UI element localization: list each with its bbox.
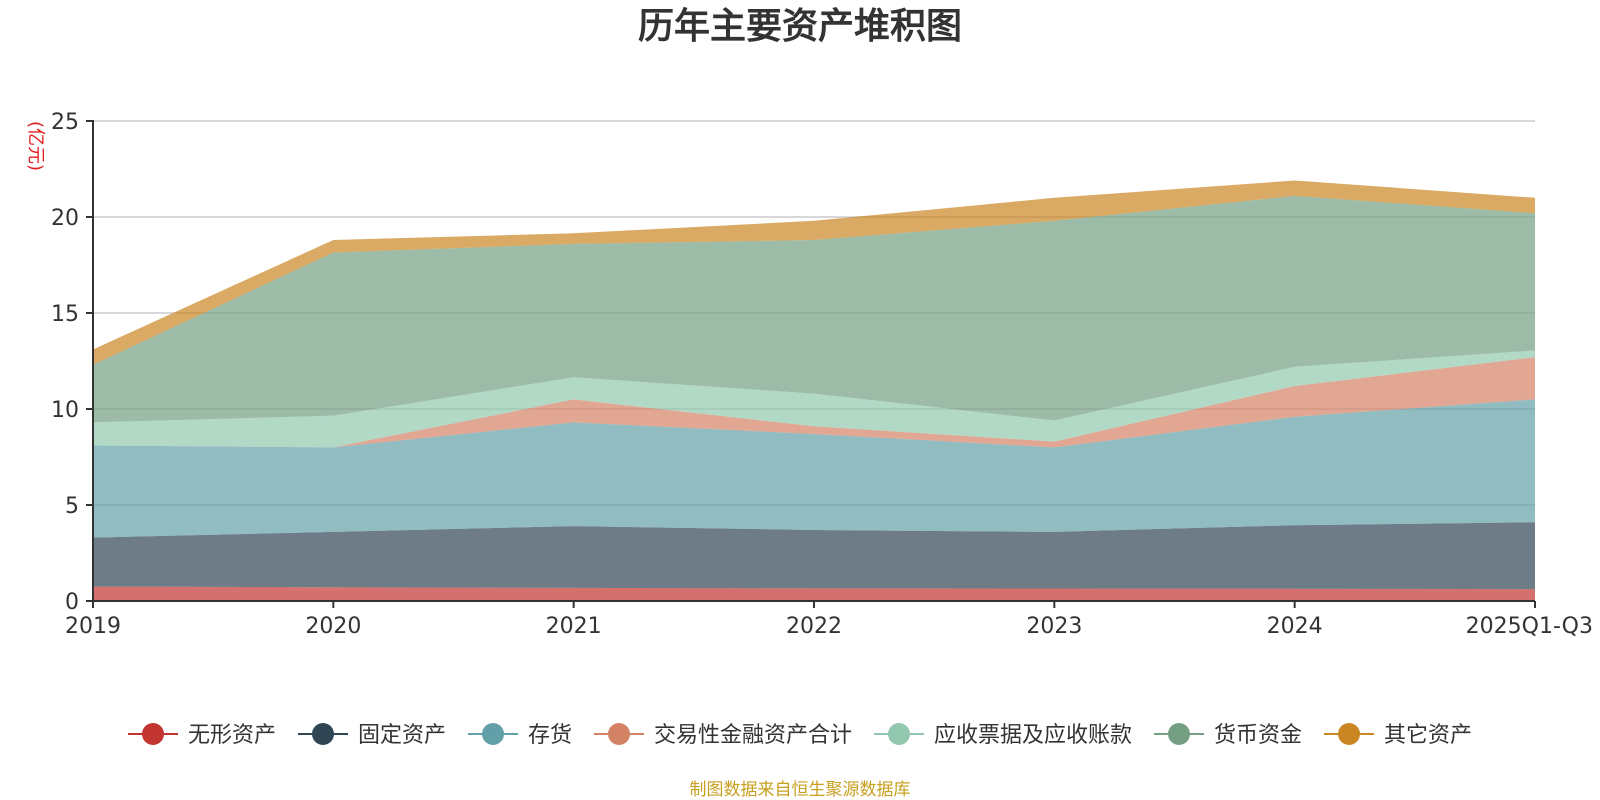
legend-label: 应收票据及应收账款 bbox=[934, 723, 1132, 748]
x-tick-label-2: 2021 bbox=[546, 614, 602, 639]
legend-label: 货币资金 bbox=[1214, 723, 1302, 748]
legend-marker-icon bbox=[312, 723, 334, 745]
x-tick-label-0: 2019 bbox=[65, 614, 121, 639]
x-tick-label-1: 2020 bbox=[305, 614, 361, 639]
legend-item-3[interactable]: 交易性金融资产合计 bbox=[594, 723, 852, 748]
legend: 无形资产 固定资产 存货 交易性金融资产合计 应收票据及应收账款 货币资金 其它资产 bbox=[128, 723, 1472, 748]
legend-label: 存货 bbox=[528, 723, 572, 748]
y-tick-label-5: 5 bbox=[65, 494, 79, 519]
legend-item-2[interactable]: 存货 bbox=[468, 723, 572, 748]
x-tick-label-4: 2023 bbox=[1026, 614, 1082, 639]
legend-item-4[interactable]: 应收票据及应收账款 bbox=[874, 723, 1132, 748]
chart-title: 历年主要资产堆积图 bbox=[638, 6, 962, 47]
legend-item-5[interactable]: 货币资金 bbox=[1154, 723, 1302, 748]
area-series-group bbox=[93, 180, 1535, 601]
legend-marker-icon bbox=[1338, 723, 1360, 745]
legend-item-6[interactable]: 其它资产 bbox=[1324, 723, 1472, 748]
legend-label: 其它资产 bbox=[1384, 723, 1472, 748]
y-tick-label-0: 0 bbox=[65, 590, 79, 615]
legend-marker-icon bbox=[482, 723, 504, 745]
legend-marker-icon bbox=[1168, 723, 1190, 745]
legend-item-0[interactable]: 无形资产 bbox=[128, 723, 276, 748]
x-tick-label-3: 2022 bbox=[786, 614, 842, 639]
area-series-1 bbox=[93, 522, 1535, 590]
y-tick-label-10: 10 bbox=[51, 398, 79, 423]
y-tick-label-25: 25 bbox=[51, 110, 79, 135]
y-tick-label-20: 20 bbox=[51, 206, 79, 231]
y-tick-label-15: 15 bbox=[51, 302, 79, 327]
data-source-note: 制图数据来自恒生聚源数据库 bbox=[690, 780, 911, 800]
legend-marker-icon bbox=[608, 723, 630, 745]
legend-label: 无形资产 bbox=[188, 723, 276, 748]
area-series-6 bbox=[93, 180, 1535, 365]
legend-marker-icon bbox=[888, 723, 910, 745]
legend-label: 固定资产 bbox=[358, 723, 446, 748]
y-axis-unit-label: (亿元) bbox=[25, 121, 46, 171]
legend-item-1[interactable]: 固定资产 bbox=[298, 723, 446, 748]
legend-label: 交易性金融资产合计 bbox=[654, 723, 852, 748]
area-series-5 bbox=[93, 195, 1535, 423]
x-tick-label-5: 2024 bbox=[1267, 614, 1323, 639]
x-tick-label-6: 2025Q1-Q3 bbox=[1466, 614, 1593, 639]
legend-marker-icon bbox=[142, 723, 164, 745]
area-series-4 bbox=[93, 350, 1535, 448]
axes: 0 5 10 15 20 25 2019 2020 2021 2022 2023 2024 2025Q1… bbox=[51, 110, 1593, 639]
area-series-0 bbox=[93, 586, 1535, 601]
area-series-2 bbox=[93, 399, 1535, 538]
area-series-3 bbox=[93, 357, 1535, 448]
